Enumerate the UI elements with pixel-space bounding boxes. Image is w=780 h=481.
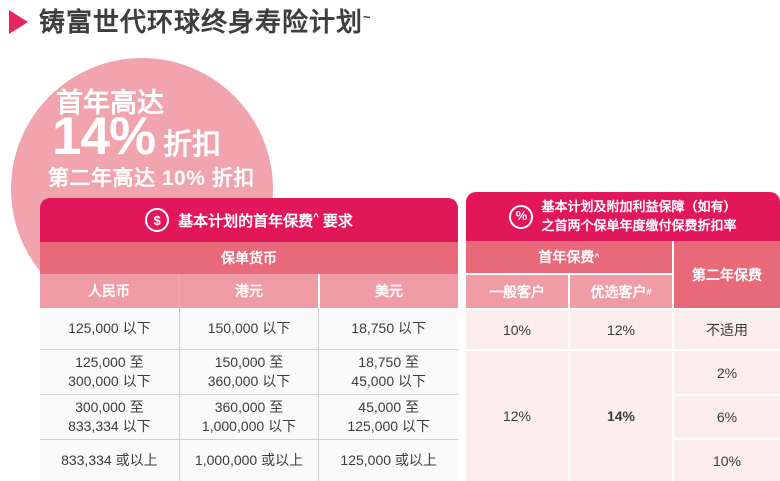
table-cell: 10% (674, 440, 780, 481)
table-cell: 12% (570, 310, 672, 349)
merged-general-discount: 12% (466, 351, 568, 481)
table-cell: 833,334 或以上 (40, 440, 179, 481)
discount-table-header: % 基本计划及附加利益保障（如有） 之首两个保单年度缴付保费折扣率 (466, 192, 780, 241)
table-cell: 6% (674, 396, 780, 438)
merged-preferred-discount: 14% (570, 351, 672, 481)
currency-columns: 人民币 港元 美元 (40, 274, 458, 308)
discount-table-subheaders: 首年保费 ^ 一般客户 优选客户 # 第二年保费 (466, 241, 780, 308)
table-cell: 10% (466, 310, 568, 349)
badge-highlight-value: 14% (52, 107, 156, 166)
premium-table-body: 125,000 以下 150,000 以下 18,750 以下 125,000 … (40, 308, 458, 481)
table-cell: 150,000 至 360,000 以下 (179, 350, 319, 394)
table-cell: 45,000 至 125,000 以下 (319, 395, 458, 439)
dollar-icon: $ (145, 208, 170, 232)
table-cell: 300,000 至 833,334 以下 (40, 395, 179, 439)
premium-table-header: $ 基本计划的首年保费^ 要求 (40, 198, 458, 242)
table-cell: 1,000,000 或以上 (179, 440, 319, 481)
table-cell: 18,750 以下 (319, 308, 458, 349)
page-title-text: 铸富世代环球终身寿险计划 (39, 7, 364, 37)
general-client-header: 一般客户 (466, 275, 568, 308)
badge-line2: 14% 折扣 (52, 106, 221, 167)
table-cell: 18,750 至 45,000 以下 (319, 350, 458, 394)
column-header-rmb: 人民币 (40, 274, 178, 308)
table-cell: 2% (674, 351, 780, 394)
table-cell: 125,000 或以上 (319, 440, 458, 481)
second-year-premium-header: 第二年保费 (674, 241, 780, 308)
table-cell: 360,000 至 1,000,000 以下 (179, 395, 319, 439)
page-title: 铸富世代环球终身寿险计划~ (39, 2, 372, 39)
preferred-client-header: 优选客户 # (570, 275, 672, 308)
table-cell: 125,000 以下 (40, 308, 179, 349)
column-header-usd: 美元 (320, 274, 458, 308)
column-header-hkd: 港元 (180, 274, 318, 308)
table-cell: 不适用 (674, 310, 780, 349)
premium-table-title: 基本计划的首年保费^ 要求 (178, 211, 353, 230)
percent-icon: % (509, 204, 534, 229)
badge-line1: 首年高达 (56, 88, 164, 118)
discount-table-body: 10% 12% 不适用 12% 14% 2% 6% 10% (466, 310, 780, 481)
discount-table: % 基本计划及附加利益保障（如有） 之首两个保单年度缴付保费折扣率 首年保费 ^ … (466, 192, 780, 481)
policy-currency-header: 保单货币 (40, 242, 458, 274)
premium-table: $ 基本计划的首年保费^ 要求 保单货币 人民币 港元 美元 125,000 以下… (40, 198, 458, 481)
badge-highlight-suffix: 折扣 (163, 129, 222, 161)
badge-line3: 第二年高达 10% 折扣 (48, 167, 255, 190)
page-title-sup: ~ (363, 9, 372, 25)
title-bullet-icon (9, 10, 28, 34)
table-cell: 125,000 至 300,000 以下 (40, 350, 179, 394)
table-cell: 150,000 以下 (179, 308, 319, 349)
discount-table-title: 基本计划及附加利益保障（如有） 之首两个保单年度缴付保费折扣率 (541, 199, 737, 233)
first-year-premium-header: 首年保费 ^ (466, 241, 672, 273)
